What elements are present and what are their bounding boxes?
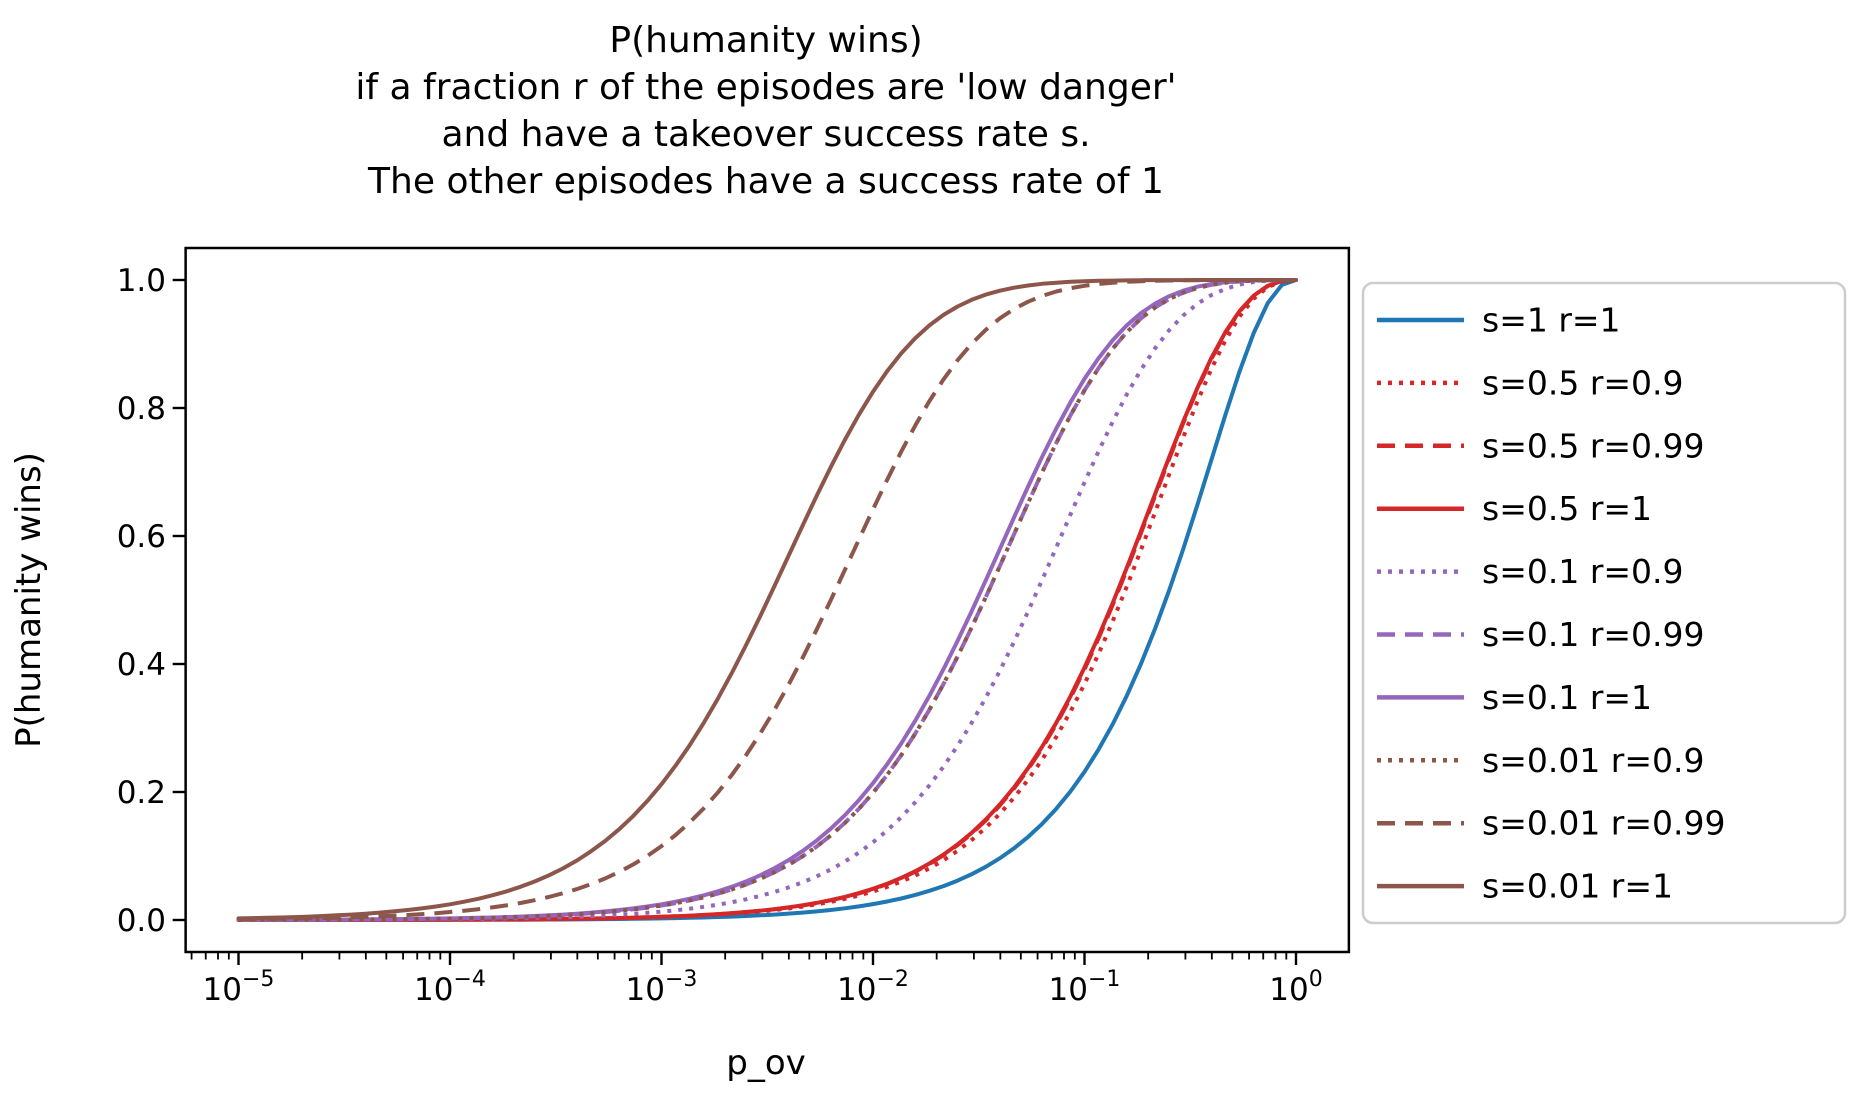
y-tick-label: 1.0 — [117, 263, 166, 299]
legend-entry: s=0.01 r=0.99 — [1377, 804, 1726, 843]
y-tick-label: 0.4 — [117, 647, 166, 683]
x-tick-label: 100 — [1269, 967, 1322, 1008]
legend: s=1 r=1 s=0.5 r=0.9 s=0.5 r=0.99 s=0.5 r=1 s… — [1361, 281, 1847, 925]
legend-entry: s=1 r=1 — [1377, 301, 1621, 340]
x-tick-label: 10−2 — [837, 967, 909, 1008]
legend-entry: s=0.1 r=0.9 — [1377, 552, 1684, 591]
plot-spines — [184, 246, 1351, 954]
legend-entry-label: s=0.5 r=1 — [1482, 489, 1652, 528]
legend-entry: s=0.5 r=0.99 — [1377, 426, 1705, 465]
x-tick-label: 10−4 — [414, 967, 486, 1008]
legend-entry-label: s=0.1 r=1 — [1482, 678, 1652, 717]
legend-entry-label: s=0.5 r=0.99 — [1482, 426, 1705, 465]
curve-s0.01-r0.9 — [238, 278, 1296, 922]
curve-group — [236, 278, 1298, 922]
y-tick-label: 0.0 — [117, 903, 166, 939]
legend-box — [1361, 281, 1847, 925]
legend-entry-label: s=0.01 r=0.99 — [1482, 804, 1726, 843]
legend-entry-label: s=0.5 r=0.9 — [1482, 363, 1684, 402]
curve-s0.01-r1 — [236, 278, 1298, 921]
title-line: P(humanity wins) — [609, 20, 922, 61]
legend-entry-label: s=0.01 r=0.9 — [1482, 741, 1705, 780]
legend-entry: s=0.01 r=1 — [1377, 867, 1673, 906]
y-axis-label: P(humanity wins) — [9, 452, 49, 748]
chart-title: P(humanity wins) if a fraction r of the … — [355, 20, 1176, 202]
x-axis-label: p_ov — [726, 1043, 806, 1083]
axes-group — [172, 246, 1351, 965]
legend-entry-label: s=0.01 r=1 — [1482, 867, 1673, 906]
y-tick-label: 0.2 — [117, 775, 166, 811]
legend-entry-label: s=0.1 r=0.99 — [1482, 615, 1705, 654]
title-line: if a fraction r of the episodes are 'low… — [355, 67, 1176, 108]
title-line: and have a takeover success rate s. — [441, 114, 1090, 155]
legend-entry: s=0.5 r=1 — [1377, 489, 1652, 528]
x-tick-label: 10−5 — [203, 967, 275, 1008]
legend-entry-label: s=1 r=1 — [1482, 301, 1621, 340]
legend-entry-label: s=0.1 r=0.9 — [1482, 552, 1684, 591]
legend-entry: s=0.01 r=0.9 — [1377, 741, 1705, 780]
legend-entry: s=0.5 r=0.9 — [1377, 363, 1684, 402]
x-tick-label: 10−3 — [626, 967, 698, 1008]
title-line: The other episodes have a success rate o… — [367, 161, 1164, 202]
x-tick-label: 10−1 — [1049, 967, 1121, 1008]
y-tick-label: 0.8 — [117, 391, 166, 427]
tick-label-group: 10−5 10−4 10−3 10−2 10−1 100 0.0 0.2 0.4 0.6 0.8 1.… — [117, 263, 1323, 1008]
curve-s0.01-r0.99 — [238, 278, 1296, 922]
y-tick-label: 0.6 — [117, 519, 166, 555]
legend-entry: s=0.1 r=1 — [1377, 678, 1652, 717]
legend-entry: s=0.1 r=0.99 — [1377, 615, 1705, 654]
